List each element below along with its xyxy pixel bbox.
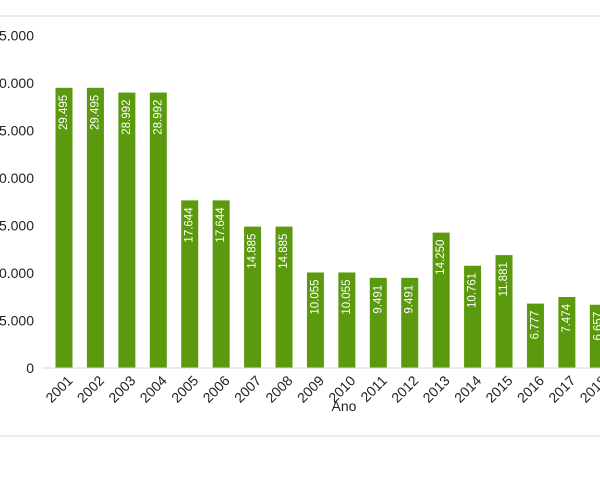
y-tick-label: 15.000 [0, 218, 34, 234]
x-tick-label: 2016 [514, 372, 547, 405]
bar-2013 [432, 232, 450, 368]
bar-2011 [369, 277, 387, 368]
bar-data-label: 28.992 [121, 100, 133, 135]
x-tick-label: 2006 [199, 372, 232, 405]
y-tick-label: 20.000 [0, 170, 34, 186]
bar-2016 [526, 303, 544, 368]
y-tick-label: 10.000 [0, 265, 34, 281]
bar-2008 [275, 226, 293, 368]
bar-2009 [306, 272, 324, 368]
y-tick-label: 30.000 [0, 75, 34, 91]
bar-2007 [244, 226, 262, 368]
y-tick-label: 25.000 [0, 123, 34, 139]
x-tick-label: 2014 [451, 372, 484, 405]
x-tick-label: 2012 [388, 372, 421, 405]
x-axis-title: Ano [332, 398, 357, 414]
bar-data-label: 29.495 [58, 95, 70, 130]
x-tick-label: 2007 [231, 372, 264, 405]
y-tick-label: 5.000 [0, 313, 34, 329]
y-tick-label: 35.000 [0, 28, 34, 44]
y-tick-label: 0 [26, 360, 34, 376]
bar-data-label: 9.491 [372, 285, 384, 314]
bar-data-label: 11.881 [498, 262, 510, 296]
bar-2004 [149, 92, 167, 369]
x-tick-label: 2009 [294, 372, 327, 405]
bar-2012 [401, 277, 419, 368]
bar-data-label: 17.644 [215, 207, 227, 243]
y-axis: 0 5.000 10.000 15.000 20.000 25.000 30.000 35.0… [0, 28, 34, 377]
bar-data-label: 14.885 [278, 234, 290, 269]
x-tick-label: 2002 [74, 372, 107, 405]
bar-data-label: 17.644 [184, 207, 196, 243]
bar-2010 [338, 272, 356, 368]
bar-2002 [86, 87, 104, 369]
x-tick-label: 2011 [357, 372, 390, 405]
x-tick-label: 2001 [42, 372, 75, 405]
bar-data-label: 6.777 [529, 311, 541, 340]
bar-data-label: 6.657 [592, 312, 600, 341]
bar-series: 29.495 29.495 28.992 28.992 17.644 17.644 14.8… [55, 87, 600, 369]
bar-2017 [558, 296, 576, 368]
x-tick-label: 2015 [482, 372, 515, 405]
x-tick-label: 2004 [137, 372, 170, 405]
bar-data-label: 9.491 [404, 285, 416, 314]
bar-2001 [55, 87, 73, 369]
x-tick-label: 2008 [262, 372, 295, 405]
bar-2014 [464, 265, 482, 368]
x-tick-label: 2017 [545, 372, 578, 405]
bar-data-label: 28.992 [152, 100, 164, 135]
bar-data-label: 14.250 [435, 240, 447, 275]
bar-data-label: 10.055 [341, 279, 353, 314]
bar-data-label: 29.495 [89, 95, 101, 130]
bar-2005 [181, 200, 199, 368]
x-axis: 2001200220032004200520062007200820092010… [42, 372, 600, 405]
x-tick-label: 2005 [168, 372, 201, 405]
bar-data-label: 10.761 [467, 273, 479, 308]
x-tick-label: 2018 [577, 372, 600, 405]
bar-2015 [495, 255, 513, 368]
x-tick-label: 2003 [105, 372, 138, 405]
bar-2006 [212, 200, 230, 368]
bar-data-label: 10.055 [309, 279, 321, 314]
bar-data-label: 7.474 [561, 303, 573, 332]
bar-2003 [118, 92, 136, 369]
bar-data-label: 14.885 [247, 234, 259, 269]
bar-2018 [589, 304, 600, 368]
x-tick-label: 2013 [419, 372, 452, 405]
